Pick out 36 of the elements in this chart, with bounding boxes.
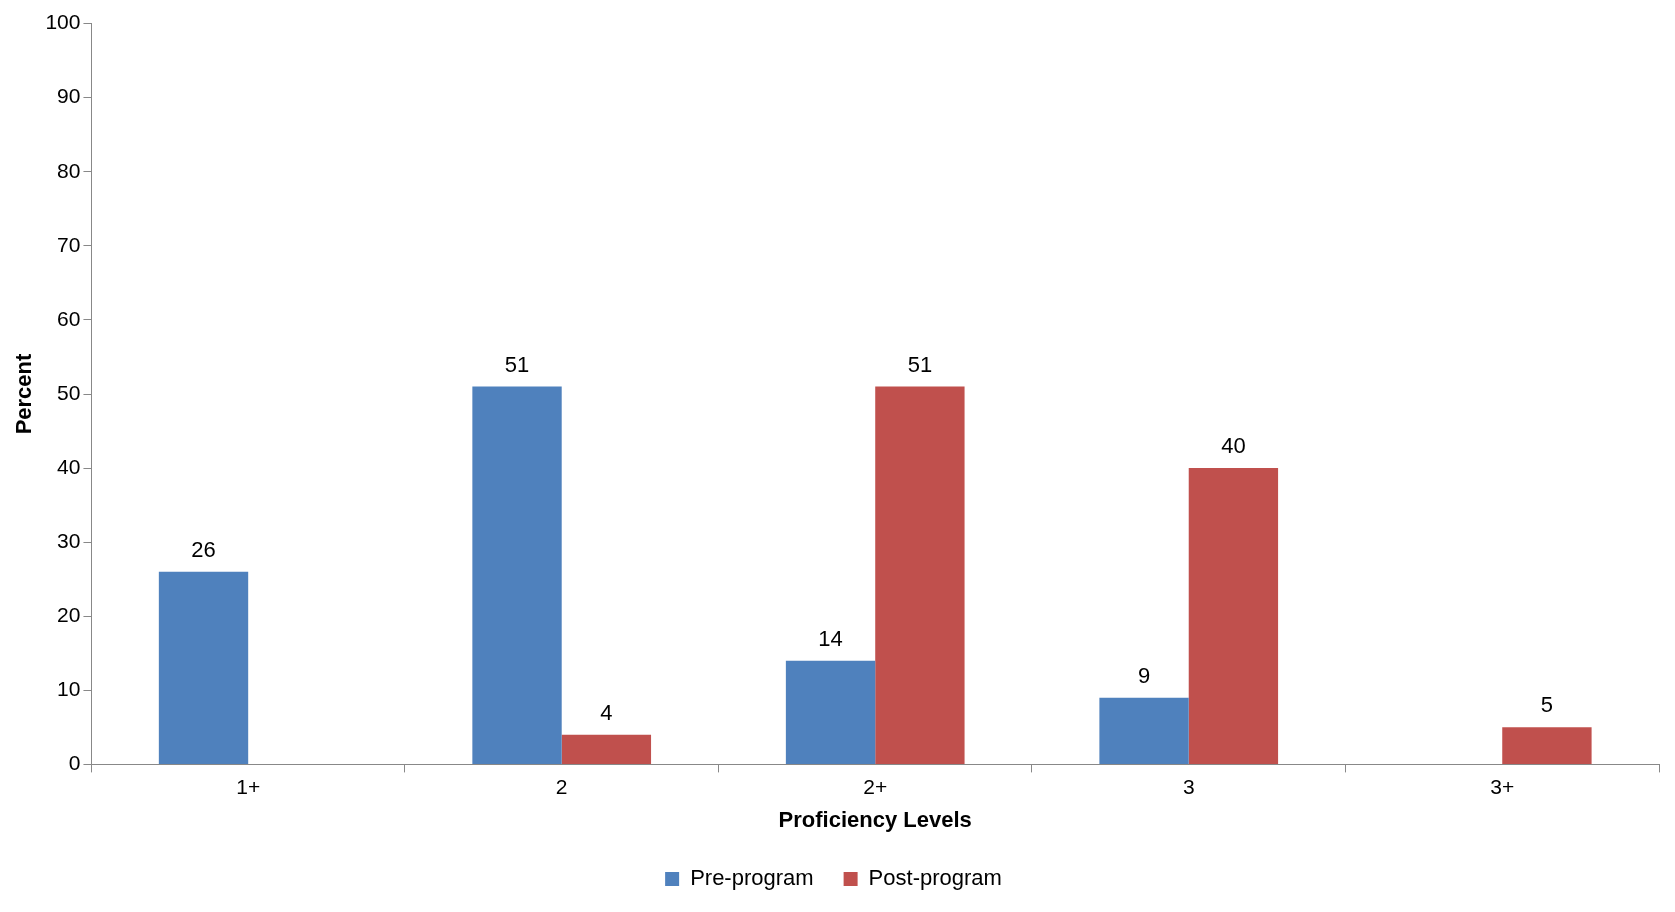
y-tick-label: 50 — [57, 380, 81, 404]
x-tick-label: 3+ — [1490, 774, 1515, 798]
y-tick-label: 100 — [45, 10, 81, 34]
data-label: 51 — [504, 351, 530, 377]
y-tick-label: 90 — [57, 84, 81, 108]
y-tick-label: 10 — [57, 677, 81, 701]
y-tick-label: 70 — [57, 232, 81, 256]
bar — [158, 571, 249, 764]
data-label: 5 — [1540, 692, 1554, 718]
data-label: 51 — [907, 351, 933, 377]
data-label: 4 — [600, 699, 613, 725]
x-axis-title: Proficiency Levels — [778, 806, 972, 832]
bar — [1188, 468, 1279, 764]
data-label: 40 — [1221, 433, 1246, 459]
bar — [1502, 727, 1592, 764]
bar — [1099, 697, 1189, 764]
y-tick-label: 40 — [57, 454, 81, 478]
data-label: 26 — [191, 536, 216, 562]
bar — [785, 660, 876, 764]
y-tick-label: 20 — [57, 603, 81, 627]
legend-label: Pre-program — [690, 865, 814, 891]
y-tick-label: 80 — [57, 158, 81, 182]
bar — [472, 386, 562, 764]
data-label: 9 — [1137, 662, 1151, 688]
x-tick-label: 1+ — [236, 774, 261, 798]
legend-label: Post-program — [868, 865, 1002, 891]
y-axis-title: Percent — [11, 352, 37, 435]
y-tick-label: 30 — [57, 528, 81, 552]
bar — [561, 734, 652, 764]
x-tick-label: 2 — [555, 774, 568, 798]
data-label: 14 — [818, 625, 843, 651]
y-tick-label: 60 — [57, 306, 81, 330]
x-tick-label: 3 — [1182, 774, 1195, 798]
x-tick-label: 2+ — [863, 774, 888, 798]
y-tick-label: 0 — [68, 751, 81, 775]
bar — [875, 386, 965, 764]
